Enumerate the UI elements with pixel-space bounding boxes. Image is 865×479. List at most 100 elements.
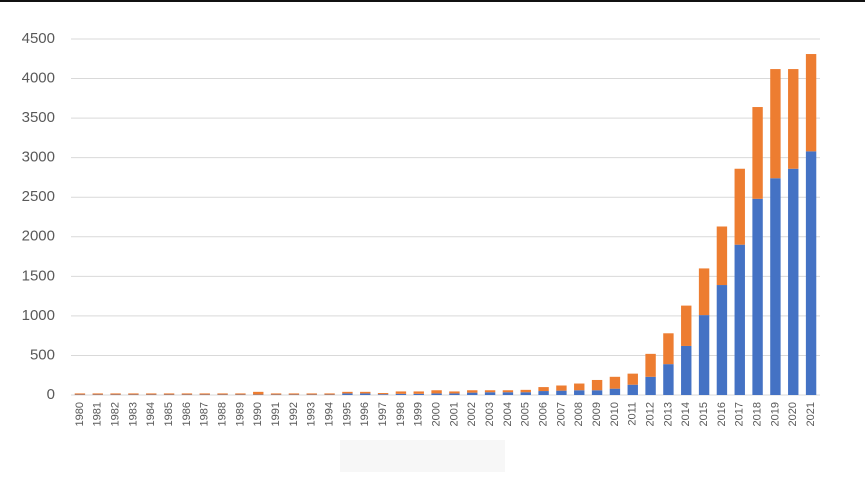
bar-segment	[574, 390, 585, 395]
bar-segment	[591, 390, 603, 395]
bar-segment	[681, 345, 692, 395]
bar-segment	[627, 384, 638, 395]
bar-segment	[645, 376, 656, 395]
bar-segment	[217, 393, 228, 395]
bar-segment	[467, 392, 478, 395]
x-tick-label: 1998	[395, 402, 407, 426]
bar-segment	[360, 393, 371, 395]
bar-segment	[770, 69, 781, 179]
x-tick-label: 2010	[609, 402, 621, 426]
x-tick-label: 2021	[805, 402, 817, 426]
y-tick-label: 1500	[22, 267, 55, 284]
bar-segment	[538, 391, 549, 395]
x-tick-label: 2016	[716, 402, 728, 426]
bar-segment	[413, 393, 424, 395]
x-tick-label: 2009	[591, 402, 603, 426]
x-tick-label: 2002	[466, 402, 478, 426]
bar-segment	[449, 391, 460, 394]
x-tick-label: 2018	[751, 402, 763, 426]
bar-segment	[342, 391, 353, 394]
bar-segment	[716, 226, 728, 286]
bar-segment	[342, 393, 353, 395]
bar-segment	[663, 333, 674, 365]
x-tick-label: 2003	[484, 402, 496, 426]
bar-segment	[734, 244, 745, 395]
y-tick-label: 3000	[22, 149, 55, 166]
bar-segment	[698, 315, 710, 395]
x-tick-label: 2005	[520, 402, 532, 426]
x-tick-label: 1982	[109, 402, 121, 426]
x-tick-label: 1990	[252, 402, 264, 426]
bar-segment	[788, 69, 799, 169]
top-border	[0, 0, 865, 2]
x-tick-label: 2020	[787, 402, 799, 426]
x-tick-label: 1991	[270, 402, 282, 426]
bar-segment	[360, 391, 371, 394]
x-tick-label: 1984	[145, 402, 157, 426]
bar-segment	[788, 168, 799, 395]
x-tick-label: 1989	[234, 402, 246, 426]
bar-segment	[520, 389, 531, 393]
bar-segment	[627, 373, 638, 385]
bar-segment	[92, 393, 103, 395]
bar-segment	[502, 392, 514, 395]
bar-segment	[306, 393, 317, 395]
bar-segment	[556, 385, 567, 391]
bar-segment	[716, 285, 728, 395]
x-tick-label: 1983	[127, 402, 139, 426]
bar-segment	[556, 390, 567, 395]
x-tick-label: 1988	[216, 402, 228, 426]
x-tick-label: 1986	[181, 402, 193, 426]
bar-segment	[663, 364, 674, 395]
bar-segment	[574, 383, 585, 391]
bar-segment	[431, 390, 442, 394]
y-tick-label: 1000	[22, 307, 55, 324]
blurred-area	[340, 440, 505, 472]
bar-segment	[163, 393, 175, 395]
x-tick-label: 1980	[74, 402, 86, 426]
bar-segment	[734, 168, 745, 245]
bar-segment	[484, 390, 496, 393]
bar-segment	[74, 393, 86, 395]
bar-segment	[270, 393, 282, 395]
bar-segment	[146, 393, 157, 395]
bar-segment	[609, 388, 621, 395]
x-tick-label: 2007	[555, 402, 567, 426]
bar-segment	[431, 393, 442, 395]
bar-segment	[698, 268, 710, 316]
bar-segment	[181, 393, 193, 395]
bar-segment	[199, 393, 210, 395]
bar-segment	[253, 391, 264, 395]
x-tick-label: 1994	[323, 402, 335, 426]
bar-segment	[502, 390, 514, 393]
bar-segment	[805, 54, 817, 152]
bar-segment	[377, 393, 389, 395]
x-tick-label: 2012	[644, 402, 656, 426]
bar-segment	[805, 151, 817, 395]
bar-segment	[110, 393, 121, 395]
bar-segment	[324, 393, 335, 395]
bar-segment	[770, 178, 781, 395]
x-tick-label: 2011	[627, 402, 639, 426]
bar-segment	[681, 305, 692, 346]
x-tick-label: 2013	[662, 402, 674, 426]
y-tick-label: 2000	[22, 228, 55, 245]
bar-segment	[484, 392, 496, 395]
bar-segment	[395, 391, 407, 394]
bar-segment	[377, 394, 389, 395]
y-tick-label: 3500	[22, 109, 55, 126]
x-tick-label: 2004	[502, 402, 514, 426]
x-tick-label: 1981	[92, 402, 104, 426]
bar-segment	[752, 107, 763, 199]
bar-segment	[467, 390, 478, 393]
bar-segment	[413, 391, 424, 394]
bar-segment	[449, 393, 460, 395]
x-tick-label: 1985	[163, 402, 175, 426]
bar-segment	[520, 392, 531, 395]
x-tick-label: 1999	[413, 402, 425, 426]
x-tick-label: 2017	[734, 402, 746, 426]
x-tick-label: 2006	[537, 402, 549, 426]
x-tick-label: 2014	[680, 402, 692, 426]
bar-segment	[395, 393, 407, 395]
x-tick-label: 1993	[306, 402, 318, 426]
